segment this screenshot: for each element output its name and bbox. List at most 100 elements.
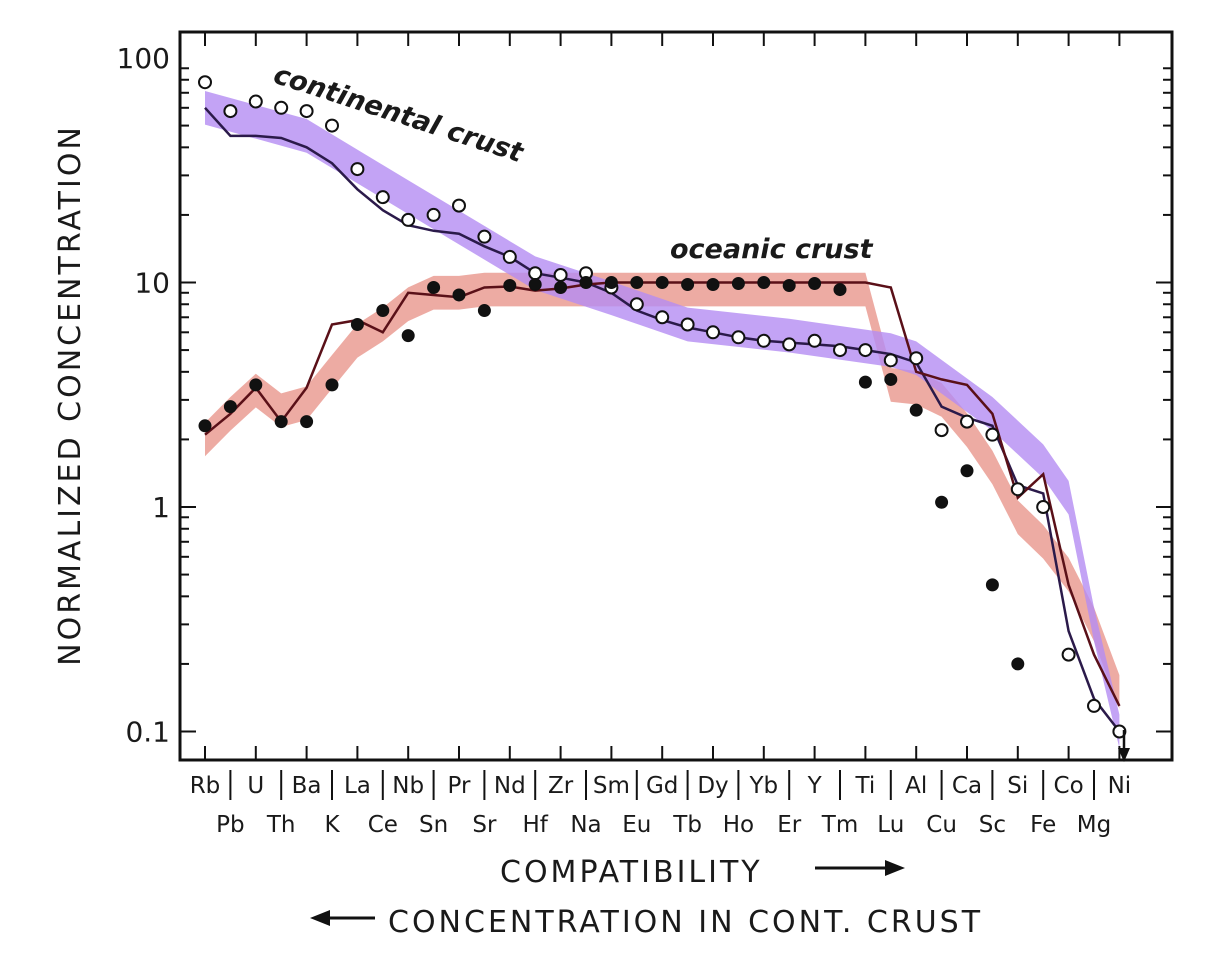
y-tick-label: 100: [117, 42, 170, 75]
oceanic-point: [427, 281, 441, 295]
oceanic-point: [935, 495, 949, 509]
continental-point: [680, 317, 695, 332]
continental-point: [1061, 647, 1076, 662]
continental-point: [1087, 698, 1101, 713]
continental-point: [655, 310, 670, 325]
continental-point: [452, 198, 466, 213]
oceanic-point: [604, 276, 618, 289]
x-tick-label-lower: Sc: [979, 812, 1006, 838]
oceanic-point: [198, 419, 212, 433]
oceanic-point: [376, 304, 390, 318]
oceanic-point: [808, 276, 822, 290]
x-tick-label-lower: Pb: [216, 812, 244, 838]
oceanic-point: [782, 278, 796, 292]
bands-layer: [205, 90, 1120, 749]
continental-point: [1036, 500, 1051, 514]
x-tick-label-lower: Er: [777, 812, 802, 838]
x-tick-label-upper: Dy: [697, 773, 728, 799]
x-axis-title: COMPATIBILITY: [500, 855, 763, 890]
continental-point: [477, 229, 492, 244]
oceanic-point: [249, 378, 263, 392]
x-tick-label-upper: Ca: [952, 773, 982, 799]
x-tick-label-lower: Eu: [622, 812, 651, 838]
continental-point: [985, 427, 1000, 442]
x-tick-label-lower: Sr: [472, 812, 497, 838]
x-tick-label-upper: Ti: [855, 773, 876, 799]
continental-point: [401, 212, 416, 227]
x-tick-label-upper: Rb: [190, 773, 221, 799]
x-tick-label-lower: K: [324, 812, 340, 838]
oceanic-point: [681, 277, 695, 291]
y-tick-label: 0.1: [125, 716, 170, 749]
y-tick-label: 10: [134, 267, 170, 300]
x-tick-label-lower: Th: [266, 812, 296, 838]
continental-point: [1112, 724, 1127, 739]
x-tick-label-upper: Al: [905, 773, 927, 799]
x-tick-label-lower: Fe: [1030, 812, 1056, 838]
ni-arrow: [1118, 730, 1130, 762]
continental-point: [629, 297, 644, 312]
x-tick-label-upper: Ni: [1108, 773, 1132, 799]
oceanic-point: [300, 415, 314, 429]
x-arrow-right: [815, 860, 905, 876]
continental-point: [833, 343, 847, 358]
series-points: [198, 75, 1127, 739]
continental-point: [782, 337, 797, 352]
x-axis: Rb U Ba La Nb Pr Nd Zr Sm Gd Dy Yb Y Ti Al Ca Si Co Ni Pb Th…: [190, 770, 1132, 838]
continental-point: [325, 118, 339, 133]
continental-point: [807, 333, 822, 348]
continental-point: [350, 162, 365, 177]
continental-point: [502, 249, 517, 264]
continental-point: [426, 207, 441, 222]
oceanic-point: [554, 281, 568, 295]
x-tick-label-upper: Si: [1007, 773, 1028, 799]
oceanic-point: [325, 378, 339, 392]
x-tick-label-upper: Gd: [646, 773, 678, 799]
x-arrow-left: [310, 910, 375, 926]
y-axis-title: NORMALIZED CONCENTRATION: [53, 124, 88, 666]
oceanic-point: [960, 464, 974, 478]
x-tick-label-upper: Pr: [448, 773, 471, 799]
oceanic-point: [274, 415, 288, 429]
continental-point: [223, 104, 238, 119]
x-tick-label-upper: Sm: [593, 773, 630, 799]
y-tick-label: 1: [152, 491, 170, 524]
continental-point: [960, 414, 974, 429]
oceanic-point: [630, 276, 644, 289]
x-tick-label-lower: Ce: [368, 812, 398, 838]
x-tick-label-upper: U: [247, 773, 264, 799]
oceanic-point: [706, 277, 720, 291]
x-axis-subtitle: CONCENTRATION IN CONT. CRUST: [388, 905, 983, 940]
x-tick-label-lower: Tm: [821, 812, 858, 838]
x-tick-label-lower: Sn: [419, 812, 448, 838]
oceanic-point: [833, 283, 847, 297]
oceanic-point: [985, 578, 999, 592]
continental-point: [731, 330, 746, 345]
x-tick-label-lower: Na: [570, 812, 601, 838]
x-tick-label-lower: Lu: [877, 812, 904, 838]
oceanic-point: [757, 276, 771, 289]
x-tick-label-upper: Yb: [748, 773, 778, 799]
x-tick-label-lower: Ho: [723, 812, 754, 838]
continental-point: [375, 190, 390, 205]
x-tick-label-upper: Nd: [494, 773, 526, 799]
continental-point: [706, 325, 720, 340]
oceanic-point: [477, 304, 491, 318]
x-tick-label-lower: Mg: [1077, 812, 1111, 838]
x-tick-label-upper: Nb: [392, 773, 424, 799]
x-tick-label-upper: Co: [1054, 773, 1084, 799]
continental-point: [858, 343, 873, 358]
oceanic-point: [528, 277, 542, 291]
oceanic-point: [579, 276, 593, 289]
oceanic-point: [1011, 657, 1025, 671]
continental-point: [883, 353, 898, 368]
x-tick-label-upper: Y: [807, 773, 823, 799]
continental-point: [299, 104, 314, 119]
x-tick-label-upper: La: [344, 773, 371, 799]
continental-point: [248, 94, 263, 109]
continental-point: [756, 333, 771, 348]
continental-point: [553, 267, 568, 282]
continental-point: [274, 100, 289, 115]
oceanic-point: [452, 288, 466, 302]
